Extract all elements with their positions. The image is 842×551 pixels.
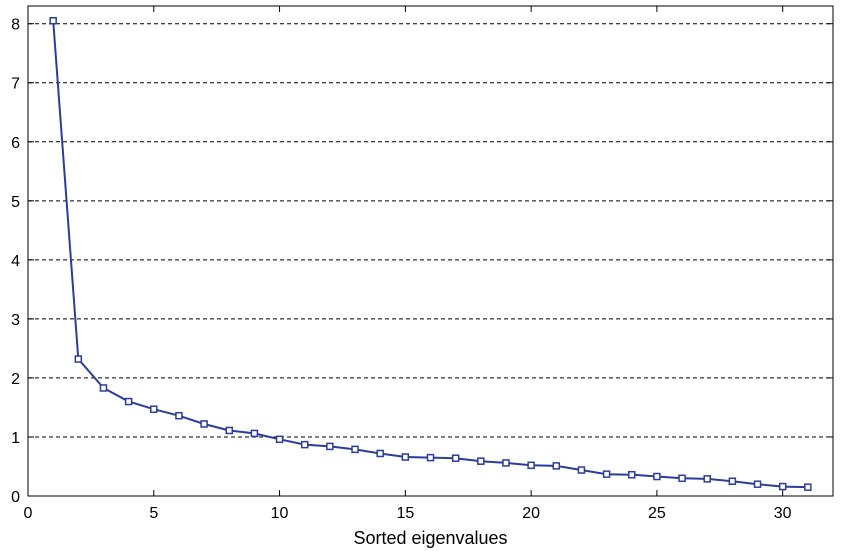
data-point-marker: [653, 472, 661, 481]
y-tick-label: 4: [11, 253, 20, 270]
series-markers: [49, 17, 812, 491]
data-point-marker: [628, 470, 636, 479]
data-point-marker: [778, 482, 787, 491]
data-point-marker: [250, 429, 259, 438]
y-tick-label: 8: [11, 17, 20, 34]
data-point-marker: [99, 384, 108, 392]
data-point-marker: [552, 462, 561, 470]
data-point-marker: [678, 474, 686, 483]
y-tick-label: 2: [11, 371, 20, 388]
series-line: [52, 20, 808, 489]
data-point-marker: [376, 449, 384, 458]
x-tick-label: 10: [271, 505, 289, 522]
plot-frame: [27, 5, 834, 497]
tick-labels: 0 1 2 3 4 5 6 7 8 0 5 10 15 20 25 30: [11, 17, 792, 522]
x-tick-label: 15: [396, 505, 414, 522]
y-tick-label: 3: [11, 312, 20, 329]
data-point-marker: [527, 461, 535, 470]
data-point-marker: [477, 457, 485, 465]
x-tick-label: 25: [648, 505, 666, 522]
data-point-marker: [577, 466, 586, 474]
data-point-marker: [602, 470, 611, 478]
grid-lines: [28, 23, 833, 438]
data-point-marker: [150, 405, 158, 413]
data-point-marker: [200, 420, 208, 428]
axis-ticks: [27, 6, 833, 497]
data-point-marker: [753, 480, 762, 488]
data-point-marker: [451, 454, 460, 462]
y-tick-label: 6: [11, 135, 20, 152]
x-tick-label: 20: [522, 505, 540, 522]
data-point-marker: [426, 453, 435, 462]
data-point-marker: [225, 426, 233, 435]
data-point-marker: [74, 355, 83, 363]
data-point-marker: [728, 477, 737, 485]
data-point-marker: [804, 483, 812, 491]
data-point-marker: [326, 442, 334, 451]
x-axis-label: Sorted eigenvalues: [353, 528, 507, 548]
data-point-marker: [351, 445, 359, 454]
x-tick-label: 30: [774, 505, 792, 522]
data-point-marker: [502, 459, 510, 467]
data-point-marker: [300, 440, 309, 449]
x-tick-label: 0: [24, 505, 33, 522]
data-point-marker: [703, 475, 711, 483]
y-tick-label: 1: [11, 430, 20, 447]
data-point-marker: [124, 397, 133, 406]
y-tick-label: 7: [11, 76, 20, 93]
data-point-marker: [275, 435, 284, 444]
x-tick-label: 5: [149, 505, 158, 522]
data-point-marker: [49, 17, 57, 25]
y-tick-label: 5: [11, 194, 20, 211]
data-point-marker: [401, 453, 410, 461]
y-tick-label: 0: [11, 489, 20, 506]
data-point-marker: [175, 411, 183, 420]
